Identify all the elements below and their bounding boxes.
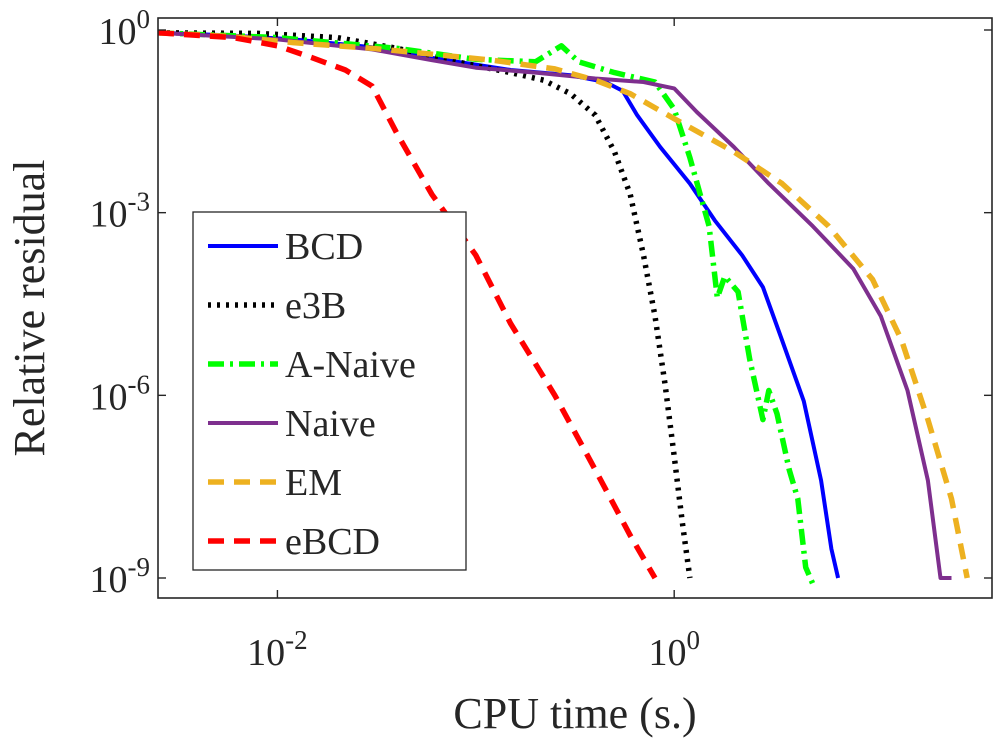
series-line-naive — [158, 30, 952, 580]
series-line-em — [158, 30, 970, 579]
legend: BCD e3B A-Naive Naive EM eBCD — [192, 211, 467, 571]
y-tick-label: 10-6 — [90, 369, 151, 418]
x-tick-exponent: 0 — [686, 625, 700, 655]
y-tick-base: 10 — [90, 194, 128, 236]
y-tick-base: 10 — [90, 376, 128, 418]
legend-label-em: EM — [285, 462, 342, 504]
legend-label-bcd: BCD — [285, 226, 363, 268]
x-tick-label: 100 — [648, 625, 700, 674]
legend-label-a-naive: A-Naive — [285, 344, 416, 386]
series-line-ebcd — [158, 30, 658, 580]
x-axis-label: CPU time (s.) — [453, 689, 696, 738]
y-tick-label: 10-9 — [90, 552, 151, 601]
y-tick-exponent: 0 — [137, 4, 151, 34]
y-tick-base: 10 — [99, 11, 137, 53]
legend-label-e3b: e3B — [285, 285, 346, 327]
series-layer — [158, 30, 970, 585]
plot-frame — [157, 17, 993, 599]
x-tick-base: 10 — [648, 632, 686, 674]
y-tick-exponent: -3 — [128, 187, 151, 217]
series-line-e3b — [158, 30, 693, 579]
legend-label-ebcd: eBCD — [285, 521, 380, 563]
y-tick-exponent: -9 — [128, 552, 151, 582]
x-tick-exponent: -2 — [285, 625, 308, 655]
y-tick-label: 100 — [99, 4, 151, 53]
y-tick-base: 10 — [90, 559, 128, 601]
x-tick-base: 10 — [247, 632, 285, 674]
x-tick-label: 10-2 — [247, 625, 308, 674]
y-tick-exponent: -6 — [128, 369, 151, 399]
y-axis-label: Relative residual — [5, 160, 54, 457]
legend-box — [192, 211, 467, 571]
legend-label-naive: Naive — [285, 403, 376, 445]
y-tick-label: 10-3 — [90, 187, 151, 236]
